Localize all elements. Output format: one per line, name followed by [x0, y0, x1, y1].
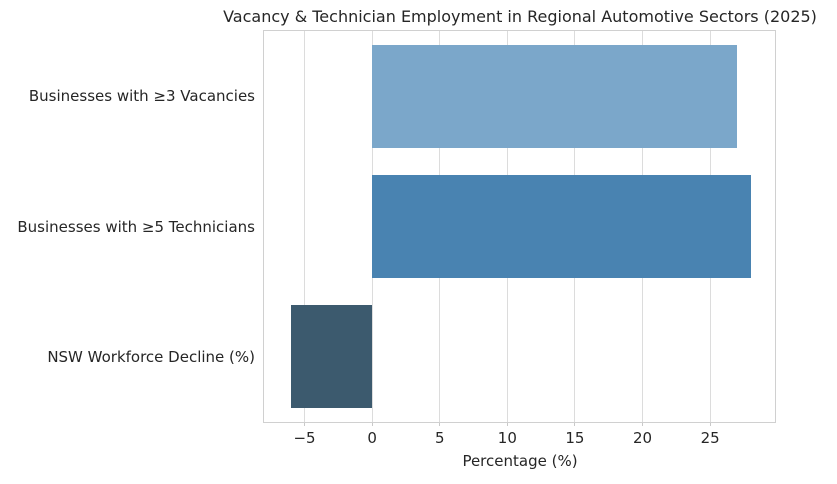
y-tick-label: Businesses with ≥3 Vacancies — [28, 87, 255, 105]
bar-businesses-with-5-technicians — [372, 175, 751, 278]
y-axis-labels: Businesses with ≥3 Vacancies Businesses w… — [0, 31, 255, 422]
x-tick-mark — [574, 423, 576, 426]
x-tick-label: 25 — [700, 429, 720, 447]
x-tick-mark — [642, 423, 644, 426]
x-tick-mark — [304, 423, 306, 426]
plot-area — [263, 30, 776, 423]
x-axis-title: Percentage (%) — [462, 452, 578, 470]
x-tick-label: 0 — [367, 429, 377, 447]
x-tick-label: 20 — [632, 429, 653, 447]
bar-businesses-with-3-vacancies — [372, 45, 738, 148]
y-tick-label: NSW Workforce Decline (%) — [47, 348, 255, 366]
x-tick-label: 15 — [565, 429, 585, 447]
chart-title: Vacancy & Technician Employment in Regio… — [223, 7, 817, 26]
y-tick-label: Businesses with ≥5 Technicians — [17, 218, 255, 236]
x-tick-label: 10 — [497, 429, 517, 447]
gridline — [304, 31, 306, 422]
x-tick-label: 5 — [434, 429, 445, 447]
x-tick-mark — [439, 423, 441, 426]
x-tick-mark — [709, 423, 711, 426]
bar-nsw-workforce-decline — [291, 305, 373, 408]
x-tick-label: −5 — [293, 429, 316, 447]
x-tick-mark — [506, 423, 508, 426]
x-tick-mark — [371, 423, 373, 426]
x-axis: −5 0 5 10 15 20 25 — [264, 423, 775, 453]
